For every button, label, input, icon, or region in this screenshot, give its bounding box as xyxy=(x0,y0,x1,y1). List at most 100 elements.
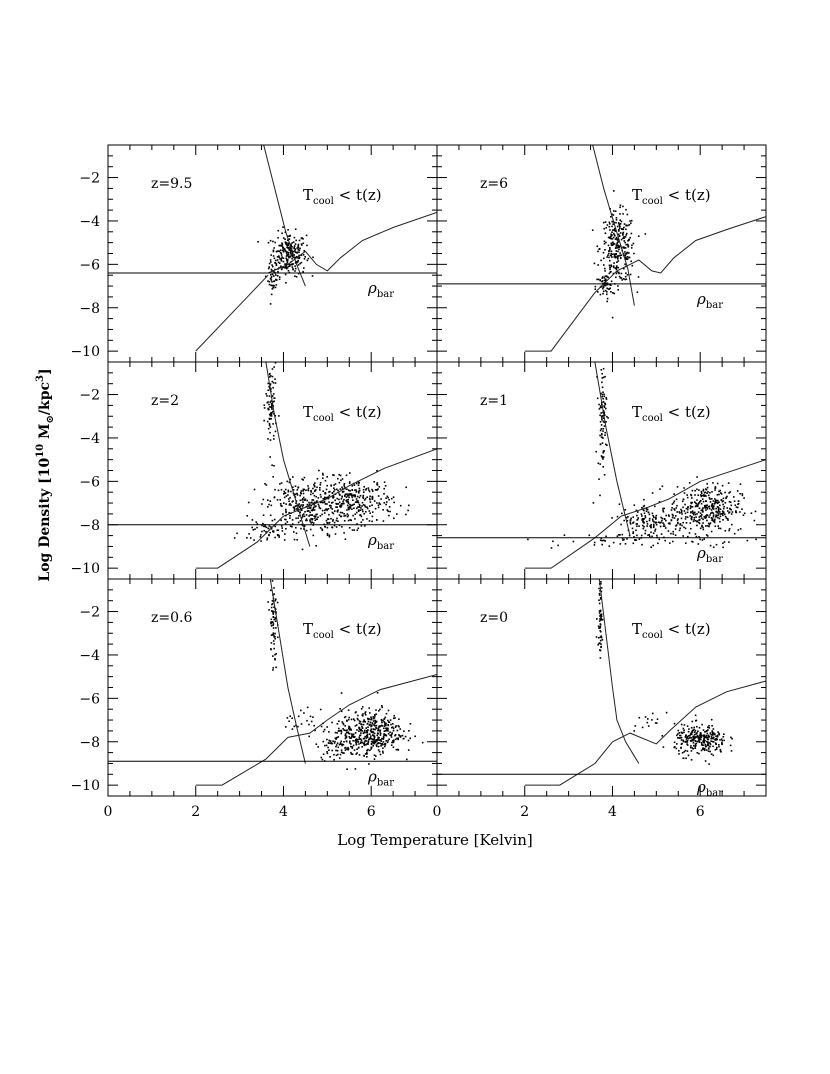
scatter-point xyxy=(685,734,687,736)
scatter-point xyxy=(711,518,714,520)
scatter-point xyxy=(293,725,295,728)
scatter-point xyxy=(338,524,341,527)
scatter-point xyxy=(271,280,273,283)
scatter-point xyxy=(354,732,357,734)
scatter-point xyxy=(359,509,362,511)
scatter-point xyxy=(385,729,388,732)
y-axis-label-part: 10 xyxy=(35,444,46,458)
scatter-point xyxy=(382,509,384,511)
scatter-point xyxy=(619,232,622,234)
scatter-point xyxy=(282,513,284,515)
scatter-point xyxy=(706,732,709,735)
scatter-point xyxy=(314,505,317,508)
cooling-time-label: Tcool < t(z) xyxy=(632,620,711,641)
scatter-point xyxy=(711,519,713,521)
scatter-point xyxy=(387,732,390,735)
scatter-point xyxy=(355,482,358,485)
scatter-point xyxy=(599,609,602,612)
scatter-point xyxy=(629,520,632,522)
scatter-point xyxy=(378,486,381,488)
scatter-point xyxy=(599,590,601,592)
scatter-point xyxy=(260,534,262,536)
scatter-point xyxy=(681,524,683,527)
scatter-point xyxy=(387,510,389,513)
scatter-point xyxy=(289,263,292,266)
scatter-point xyxy=(690,494,693,497)
scatter-point xyxy=(343,716,346,719)
scatter-point xyxy=(266,401,269,404)
scatter-point xyxy=(602,401,605,403)
scatter-point xyxy=(722,542,724,544)
scatter-point xyxy=(302,492,305,495)
scatter-point xyxy=(343,483,346,485)
scatter-point xyxy=(605,284,607,287)
scatter-point xyxy=(719,489,721,492)
scatter-point xyxy=(634,539,636,541)
scatter-point xyxy=(297,272,300,275)
scatter-point xyxy=(348,505,351,508)
scatter-point xyxy=(597,264,599,266)
scatter-point xyxy=(273,284,275,287)
scatter-point xyxy=(710,530,713,533)
scatter-point xyxy=(270,642,273,644)
scatter-point xyxy=(628,238,630,241)
scatter-point xyxy=(378,736,380,739)
scatter-point xyxy=(601,393,604,396)
scatter-point xyxy=(270,276,273,278)
scatter-point xyxy=(721,740,723,742)
scatter-point xyxy=(269,426,272,428)
scatter-point xyxy=(609,223,611,225)
scatter-point xyxy=(354,501,357,503)
scatter-point xyxy=(297,257,299,259)
y-tick-label: −4 xyxy=(79,431,100,447)
scatter-point xyxy=(674,534,677,536)
scatter-point xyxy=(358,743,360,745)
scatter-point xyxy=(731,511,734,513)
scatter-point xyxy=(696,524,698,527)
scatter-point xyxy=(328,534,331,536)
scatter-point xyxy=(321,529,324,531)
scatter-point xyxy=(711,731,714,734)
scatter-point xyxy=(326,518,329,520)
scatter-point xyxy=(673,741,676,744)
scatter-point xyxy=(283,493,285,495)
scatter-point xyxy=(270,411,273,414)
scatter-point xyxy=(264,275,267,278)
scatter-point xyxy=(359,738,362,740)
scatter-point xyxy=(722,500,725,502)
scatter-point xyxy=(274,653,276,656)
scatter-point xyxy=(602,451,604,454)
scatter-point xyxy=(608,283,610,286)
scatter-point xyxy=(270,261,272,263)
scatter-point xyxy=(728,528,731,530)
scatter-point xyxy=(347,506,350,509)
scatter-point xyxy=(370,748,372,750)
scatter-point xyxy=(601,285,603,288)
scatter-point xyxy=(602,417,605,419)
scatter-point xyxy=(601,456,603,458)
scatter-point xyxy=(377,729,380,732)
scatter-point xyxy=(346,513,349,515)
cooling-label-sub: cool xyxy=(313,196,334,207)
scatter-point xyxy=(274,362,277,364)
scatter-point xyxy=(649,525,651,527)
scatter-point xyxy=(624,253,627,255)
scatter-point xyxy=(381,743,384,746)
scatter-point xyxy=(285,495,288,497)
scatter-point xyxy=(278,536,280,538)
scatter-point xyxy=(274,658,276,661)
scatter-point xyxy=(372,728,375,730)
scatter-point xyxy=(600,630,602,633)
scatter-point xyxy=(252,529,255,531)
scatter-point xyxy=(359,734,361,737)
scatter-point xyxy=(353,719,356,722)
scatter-point xyxy=(365,740,368,742)
scatter-point xyxy=(630,517,632,520)
scatter-point xyxy=(705,500,707,502)
scatter-point xyxy=(636,525,638,527)
scatter-point xyxy=(366,743,368,745)
scatter-point xyxy=(324,526,327,528)
scatter-point xyxy=(712,520,715,523)
scatter-point xyxy=(694,519,697,522)
scatter-point xyxy=(344,733,347,735)
